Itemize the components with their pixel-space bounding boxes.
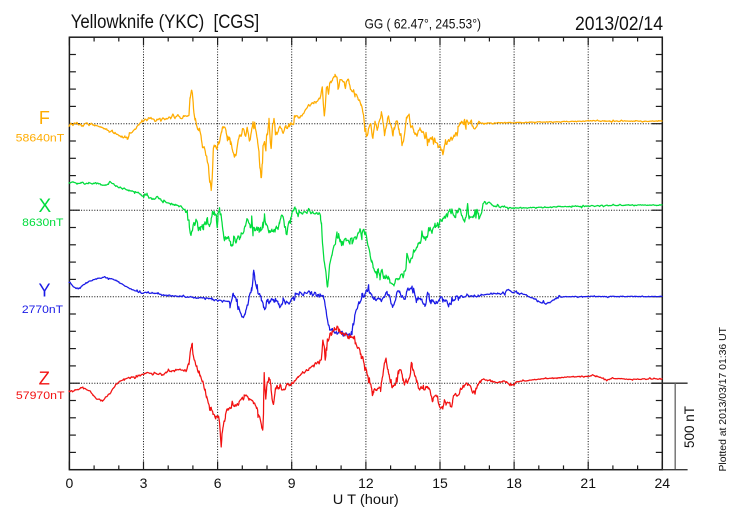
- svg-text:8630nT: 8630nT: [22, 217, 64, 229]
- svg-text:3: 3: [140, 475, 148, 491]
- svg-text:24: 24: [655, 475, 671, 491]
- svg-text:18: 18: [506, 475, 522, 491]
- svg-text:500 nT: 500 nT: [682, 406, 697, 448]
- svg-text:Z: Z: [39, 367, 50, 388]
- svg-text:6: 6: [214, 475, 222, 491]
- svg-text:2770nT: 2770nT: [22, 304, 64, 316]
- svg-text:58640nT: 58640nT: [16, 133, 65, 145]
- svg-text:F: F: [39, 108, 50, 128]
- svg-text:GG ( 62.47°, 245.53°): GG ( 62.47°, 245.53°): [365, 17, 482, 32]
- svg-text:U T (hour): U T (hour): [333, 491, 399, 507]
- svg-text:Plotted at 2013/03/17 01:36 UT: Plotted at 2013/03/17 01:36 UT: [718, 326, 729, 471]
- svg-text:X: X: [38, 196, 51, 217]
- svg-text:2013/02/14: 2013/02/14: [575, 13, 663, 35]
- svg-text:15: 15: [432, 475, 448, 491]
- svg-text:21: 21: [580, 475, 596, 491]
- svg-text:9: 9: [288, 475, 296, 491]
- svg-text:Y: Y: [38, 280, 50, 300]
- svg-text:57970nT: 57970nT: [16, 390, 65, 402]
- svg-text:Yellowknife (YKC) [CGS]: Yellowknife (YKC) [CGS]: [71, 12, 260, 33]
- svg-text:0: 0: [66, 475, 74, 491]
- svg-text:12: 12: [358, 475, 374, 491]
